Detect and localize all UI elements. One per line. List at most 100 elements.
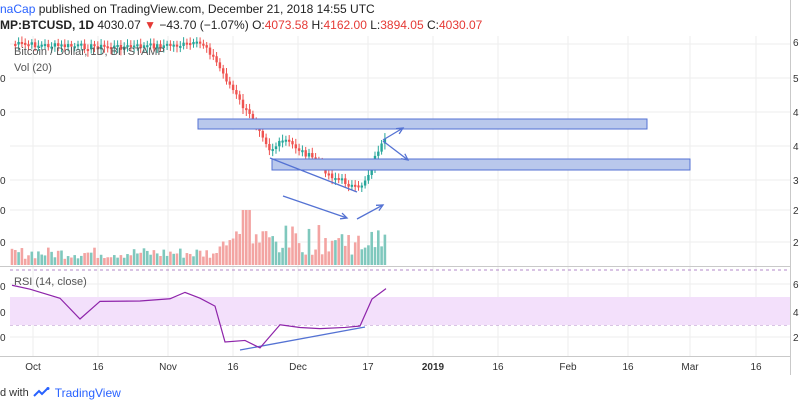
volume-bar <box>169 251 172 265</box>
volume-bar <box>363 247 367 265</box>
volume-bar <box>159 255 162 265</box>
volume-bar <box>23 258 27 265</box>
author-name[interactable]: naCap <box>0 2 36 16</box>
volume-bar <box>327 251 331 265</box>
candle-body <box>284 139 288 142</box>
volume-bar <box>10 248 14 265</box>
last-price: 4030.07 <box>97 18 141 32</box>
volume-bar <box>83 253 86 265</box>
candle-body <box>63 44 66 48</box>
volume-bar <box>76 258 80 265</box>
volume-bar <box>287 247 291 265</box>
volume-bar <box>337 238 340 265</box>
volume-bar <box>218 246 222 265</box>
volume-bar <box>284 225 288 265</box>
volume-bar <box>103 258 106 265</box>
volume-bar <box>129 255 133 265</box>
time-label: Dec <box>289 362 307 373</box>
candle-body <box>192 42 195 45</box>
candle-body <box>334 178 337 181</box>
tradingview-brand[interactable]: TradingView <box>54 386 121 400</box>
candle-body <box>205 45 208 48</box>
volume-bar <box>314 249 317 265</box>
candle-body <box>380 143 383 152</box>
price-tick: 2 <box>793 206 799 217</box>
open-label: O: <box>252 18 265 32</box>
candle-body <box>159 44 162 48</box>
time-label: Nov <box>159 362 177 373</box>
volume-bar <box>251 243 255 265</box>
time-label: Feb <box>559 362 577 373</box>
series-legend[interactable]: Bitcoin / Dollar, 1D, BITSTAMP <box>14 46 165 58</box>
pane-divider-rsi[interactable] <box>0 266 790 267</box>
volume-bar <box>221 241 225 265</box>
volume-bar <box>165 255 169 265</box>
price-tick: 4 <box>793 142 799 153</box>
volume-bar <box>96 257 100 265</box>
volume-bar <box>344 245 347 265</box>
time-label: 17 <box>362 362 374 373</box>
high-value: 4162.00 <box>323 18 367 32</box>
candle-body <box>195 41 198 44</box>
volume-bar <box>367 245 370 265</box>
support-zone <box>271 158 691 171</box>
price-tick: 2 <box>793 238 799 249</box>
footer-prefix: d with <box>0 387 29 399</box>
candle-body <box>215 56 218 63</box>
volume-bar <box>43 255 47 265</box>
candle-body <box>172 44 175 47</box>
time-label: 16 <box>622 362 634 373</box>
candle-body <box>70 44 73 47</box>
candle-body <box>33 42 37 48</box>
candle-body <box>307 153 311 157</box>
volume-bar <box>172 253 175 265</box>
volume-bar <box>291 226 294 265</box>
volume-bar <box>86 252 90 265</box>
publish-info: naCap published on TradingView.com, Dece… <box>0 1 375 17</box>
volume-bar <box>192 256 195 265</box>
arrow-up-breakout-head <box>395 127 405 135</box>
candle-body <box>225 73 228 82</box>
left-tick: 0 <box>0 333 6 344</box>
volume-bar <box>370 231 373 265</box>
candle-body <box>96 46 99 50</box>
resistance-zone <box>197 118 648 130</box>
volume-bar <box>56 250 60 265</box>
candle-body <box>40 44 43 47</box>
arrow-up-breakout <box>382 127 404 141</box>
candle-body <box>14 43 17 46</box>
volume-bar <box>188 253 192 265</box>
price-scale[interactable] <box>790 0 800 375</box>
volume-bar <box>119 255 123 265</box>
candle-body <box>30 42 33 45</box>
candle-body <box>198 41 202 44</box>
volume-legend[interactable]: Vol (20) <box>14 62 52 74</box>
candle-body <box>20 41 24 44</box>
candle-body <box>304 150 307 157</box>
volume-bar <box>225 245 228 265</box>
volume-bar <box>264 231 268 265</box>
candle-body <box>245 108 248 111</box>
volume-bar <box>80 255 83 265</box>
volume-bar <box>205 250 208 265</box>
candle-body <box>291 141 294 145</box>
volume-bar <box>146 250 149 265</box>
candle-body <box>248 109 251 114</box>
volume-bar <box>60 250 63 265</box>
candle-body <box>73 46 76 49</box>
volume-bar <box>202 256 205 265</box>
candle-body <box>24 42 27 45</box>
time-label: 16 <box>750 362 762 373</box>
volume-bar <box>136 253 139 265</box>
candle-body <box>340 178 344 181</box>
rsi-legend[interactable]: RSI (14, close) <box>14 276 87 288</box>
volume-bar <box>350 254 354 265</box>
candle-body <box>357 185 360 188</box>
arrow-up-right-head <box>375 204 385 212</box>
candle-body <box>76 44 80 47</box>
time-label: 2019 <box>421 362 445 373</box>
arrow-down-right-head <box>339 212 349 220</box>
candles <box>14 36 387 193</box>
candle-body <box>53 43 57 47</box>
